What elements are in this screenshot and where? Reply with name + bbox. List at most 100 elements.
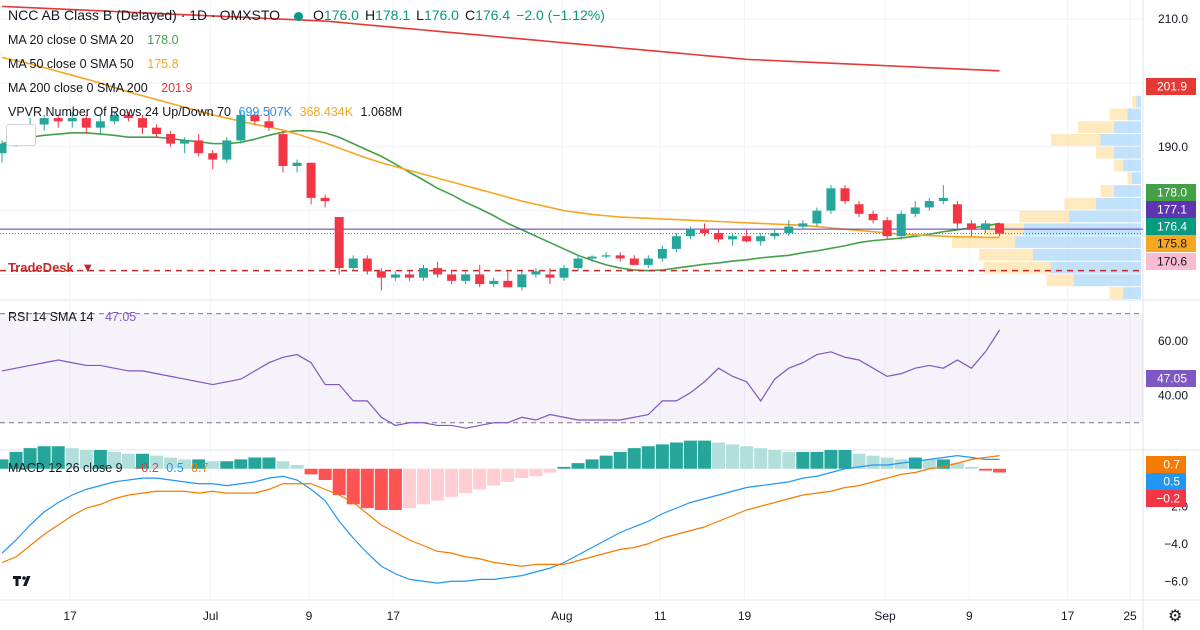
macd-badge-text: 0.7 [1163, 458, 1180, 472]
macd-histogram-bar [192, 459, 206, 469]
candle-body [966, 223, 976, 230]
candle-body [208, 153, 218, 160]
vpvr-up-bar [1127, 108, 1141, 121]
macd-histogram-bar [866, 455, 880, 469]
legend-rsi[interactable]: RSI 14 SMA 14 47.05 [8, 308, 140, 326]
legend-vpvr[interactable]: VPVR Number Of Rows 24 Up/Down 70 699.50… [8, 103, 406, 121]
candle-body [756, 236, 766, 242]
candle-body [910, 207, 920, 214]
tradedesk-label: TradeDesk [8, 260, 74, 275]
time-axis-label: 11 [654, 609, 667, 623]
collapse-legend-button[interactable] [6, 124, 36, 146]
candle-body [826, 188, 836, 211]
price-badge: 201.9 [1146, 78, 1196, 95]
candle-body [784, 226, 794, 233]
macd-histogram-bar [838, 450, 852, 469]
symbol-title[interactable]: NCC AB Class B (Delayed) · 1D · OMXSTO [8, 7, 281, 23]
price-badge-bg [1146, 201, 1196, 218]
macd-line-value: 0.5 [166, 461, 184, 475]
macd-histogram-bar [922, 459, 936, 469]
macd-histogram-bar [529, 468, 543, 477]
candle-body [559, 268, 569, 278]
price-badge: 178.0 [1146, 184, 1196, 201]
price-badge-bg [1146, 184, 1196, 201]
candle-body [138, 118, 147, 128]
vpvr-down-bar [1064, 197, 1096, 210]
macd-histogram-bar [65, 448, 79, 469]
macd-histogram-bar [487, 468, 501, 486]
vpvr-down-bar [1114, 159, 1123, 172]
macd-histogram-bar [740, 446, 754, 469]
macd-macd-line [1, 455, 1000, 584]
ma-line-ma20 [1, 130, 1000, 272]
macd-histogram-bar [852, 453, 866, 469]
price-badge: 175.8 [1146, 235, 1196, 252]
candle-body [981, 223, 990, 230]
price-badge-bg [1146, 218, 1196, 235]
time-axis-label: Sep [874, 609, 896, 623]
vpvr-down-bar [1096, 146, 1114, 159]
price-badge-bg [1146, 78, 1196, 95]
low-value: 176.0 [423, 7, 459, 23]
price-badge-text: 176.4 [1157, 220, 1187, 234]
macd-histogram-bar [641, 446, 655, 469]
candle-body [250, 114, 260, 122]
macd-histogram-bar [655, 444, 669, 469]
low-label: L [416, 7, 424, 23]
candle-body [180, 140, 190, 144]
candle-body [123, 114, 133, 119]
candle-body [517, 274, 527, 288]
candle-body [882, 220, 892, 237]
macd-histogram-bar [515, 468, 529, 479]
price-badge-text: 175.8 [1157, 237, 1187, 251]
vpvr-label: VPVR Number Of Rows 24 Up/Down 70 [8, 105, 232, 119]
ma20-label: MA 20 close 0 SMA 20 [8, 33, 134, 47]
macd-histogram-bar [248, 457, 262, 469]
macd-histogram-bar [726, 444, 740, 469]
macd-histogram-bar [276, 461, 290, 469]
vpvr-total-value: 1.068M [360, 105, 403, 119]
candle-body [348, 258, 358, 269]
macd-histogram-bar [908, 457, 922, 469]
macd-histogram-bar [445, 468, 459, 497]
rsi-badge-text: 47.05 [1157, 372, 1187, 386]
macd-histogram-bar [669, 442, 683, 469]
candle-body [629, 258, 639, 265]
rsi-badge-bg [1146, 370, 1196, 387]
candle-body [222, 140, 232, 160]
tradingview-logo-icon[interactable] [8, 570, 38, 592]
vpvr-up-bar [1033, 248, 1141, 261]
macd-histogram-bar [571, 463, 585, 469]
legend-ma20[interactable]: MA 20 close 0 SMA 20 178.0 [8, 31, 183, 49]
macd-histogram-bar [262, 457, 276, 469]
price-axis-tick: 190.0 [1158, 140, 1188, 154]
macd-axis-tick: −6.0 [1164, 574, 1188, 588]
legend-ma50[interactable]: MA 50 close 0 SMA 50 175.8 [8, 55, 183, 73]
macd-histogram-bar [501, 468, 515, 482]
settings-gear-icon[interactable]: ⚙ [1168, 608, 1183, 625]
candle-body [728, 236, 738, 240]
macd-pane [0, 440, 1007, 584]
macd-histogram-bar [9, 451, 23, 469]
macd-histogram-bar [712, 442, 726, 469]
candle-body [671, 236, 681, 249]
candle-body [601, 255, 611, 257]
rsi-label: RSI 14 SMA 14 [8, 310, 94, 324]
candle-body [67, 118, 77, 122]
legend-macd[interactable]: MACD 12 26 close 9 −0.2 0.5 0.7 [8, 459, 213, 477]
macd-label: MACD 12 26 close 9 [8, 461, 123, 475]
macd-badge-bg [1146, 456, 1186, 473]
candle-body [152, 127, 162, 135]
vpvr-up-bar [1132, 172, 1141, 185]
legend-ma200[interactable]: MA 200 close 0 SMA 200 201.9 [8, 79, 196, 97]
vpvr-up-bar [1069, 210, 1141, 223]
vpvr-up-bar [1015, 236, 1141, 248]
macd-histogram-bar [37, 446, 51, 469]
vpvr-down-bar [983, 261, 1051, 274]
vpvr-down-bar [1051, 134, 1101, 146]
tradedesk-annotation[interactable]: TradeDesk ▼ [8, 259, 98, 277]
close-label: C [464, 7, 476, 23]
macd-histogram-bar [388, 468, 402, 510]
rsi-axis-tick: 60.00 [1158, 334, 1188, 348]
